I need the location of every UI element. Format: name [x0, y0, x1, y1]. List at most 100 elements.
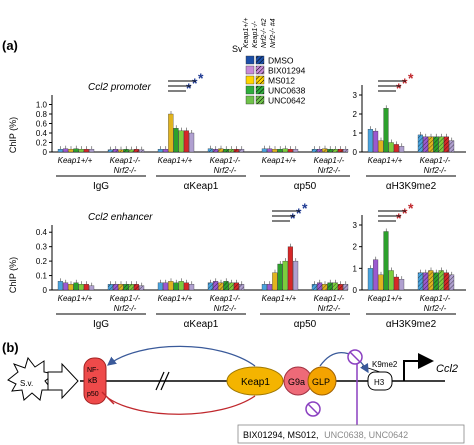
legend-header: Nrf2-/- #2 — [261, 18, 268, 48]
group-label-nrf2-ko: Nrf2-/- — [214, 304, 237, 313]
group-label-keap-wt: Keap1+/+ — [368, 156, 403, 165]
bar — [399, 146, 405, 153]
nfkb-label-mid: κB — [88, 376, 97, 385]
bar — [57, 281, 63, 291]
bar-hatch — [322, 284, 328, 290]
y-tick-label: 0 — [43, 286, 48, 295]
legend-label: UNC0642 — [268, 96, 306, 106]
legend-hatch — [256, 86, 264, 94]
inhibition-bar — [101, 391, 115, 405]
legend-hatch — [256, 56, 264, 64]
bar-hatch — [343, 149, 348, 152]
inset-y-tick-label: 0 — [353, 286, 358, 295]
legend-sv: Sv — [232, 44, 243, 54]
bar — [383, 231, 389, 291]
antibody-label: αH3K9me2 — [386, 181, 437, 192]
legend-swatch — [245, 85, 255, 95]
sv-label: S.v. — [20, 379, 33, 388]
bar — [68, 148, 74, 153]
legend-hatch — [256, 96, 264, 104]
antibody-label: IgG — [93, 181, 109, 192]
significance-star: * — [296, 205, 302, 221]
bar-hatch — [312, 284, 317, 290]
group-label-nrf2-ko: Nrf2-/- — [318, 304, 341, 313]
legend: Sv Keap1+/+ Keap1-/- Nrf2-/- #2 Nrf2-/- #4 … — [232, 18, 306, 106]
group-label-keap-ko: Keap1-/- — [110, 156, 141, 165]
group-label-nrf2-ko: Nrf2-/- — [114, 166, 137, 175]
group-label-keap-ko: Keap1-/- — [420, 294, 451, 303]
antibody-label: IgG — [93, 319, 109, 330]
bar — [57, 148, 63, 153]
bar-hatch — [239, 284, 244, 290]
group-label-nrf2-ko: Nrf2-/- — [424, 166, 447, 175]
inhibitor-icon-2 — [305, 401, 321, 417]
legend-label: DMSO — [268, 56, 294, 66]
significance-star: * — [192, 75, 198, 91]
bar — [68, 284, 74, 291]
y-tick-label: 0.3 — [36, 243, 48, 252]
y-tick-label: 0.4 — [36, 129, 48, 138]
bar-hatch — [444, 272, 449, 290]
keap1-label: Keap1 — [241, 377, 270, 388]
significance-star: * — [408, 200, 414, 216]
bar-hatch — [322, 148, 328, 152]
antibody-label: αKeap1 — [184, 181, 219, 192]
bar — [163, 148, 169, 153]
panel-b-label: (b) — [2, 340, 19, 355]
keap1-inhibits-nfkb — [107, 395, 256, 415]
bar-hatch — [134, 284, 139, 290]
bar — [378, 274, 384, 291]
bar-hatch — [332, 282, 338, 290]
bar — [63, 282, 69, 291]
bar — [178, 130, 184, 153]
legend-headers: Keap1+/+ Keap1-/- Nrf2-/- #2 Nrf2-/- #4 — [243, 18, 277, 48]
inset-y-tick-label: 0 — [353, 148, 358, 157]
inhibitor-icon — [347, 349, 363, 365]
bar — [89, 148, 95, 153]
group-label-keap-ko: Keap1-/- — [210, 156, 241, 165]
y-tick-label: 0.8 — [36, 110, 48, 119]
legend-label: MS012 — [268, 76, 295, 86]
legend-label: BIX01294 — [268, 66, 306, 76]
bar-hatch — [208, 148, 213, 152]
group-label-keap-wt: Keap1+/+ — [262, 156, 297, 165]
significance-star: * — [402, 75, 408, 91]
bar — [183, 282, 189, 291]
group-label-keap-wt: Keap1+/+ — [58, 294, 93, 303]
bar — [89, 285, 95, 291]
bar — [378, 140, 384, 153]
antibody-label: αp50 — [294, 319, 317, 330]
group-label-keap-wt: Keap1+/+ — [158, 156, 193, 165]
group-label-keap-ko: Keap1-/- — [314, 156, 345, 165]
y-tick-label: 0.2 — [36, 139, 48, 148]
bar-hatch — [218, 148, 224, 152]
bar — [277, 148, 283, 153]
bar — [83, 284, 89, 291]
bar — [83, 148, 89, 153]
nfkb-label-bot: p50 — [87, 391, 99, 398]
bar — [272, 272, 278, 291]
bar — [267, 284, 273, 291]
legend-hatch — [256, 66, 264, 74]
chart-title: Ccl2 enhancer — [88, 212, 153, 223]
bar-hatch — [327, 149, 333, 152]
bar — [78, 148, 84, 153]
sv-starburst-icon — [7, 356, 56, 401]
significance-star: * — [408, 70, 414, 86]
bar-hatch — [234, 282, 239, 290]
y-tick-label: 0.6 — [36, 120, 48, 129]
bar-hatch — [343, 284, 348, 290]
sv-arrow — [47, 362, 79, 400]
bar — [393, 276, 399, 291]
bar — [183, 130, 189, 153]
glp-label: GLP — [312, 377, 330, 387]
group-label-keap-wt: Keap1+/+ — [158, 294, 193, 303]
bar-hatch — [108, 284, 113, 290]
bar-hatch — [218, 282, 224, 290]
bar-hatch — [128, 284, 134, 290]
bar-hatch — [418, 272, 423, 290]
group-label-nrf2-ko: Nrf2-/- — [214, 166, 237, 175]
legend-label: UNC0638 — [268, 86, 306, 96]
bar — [261, 284, 267, 291]
